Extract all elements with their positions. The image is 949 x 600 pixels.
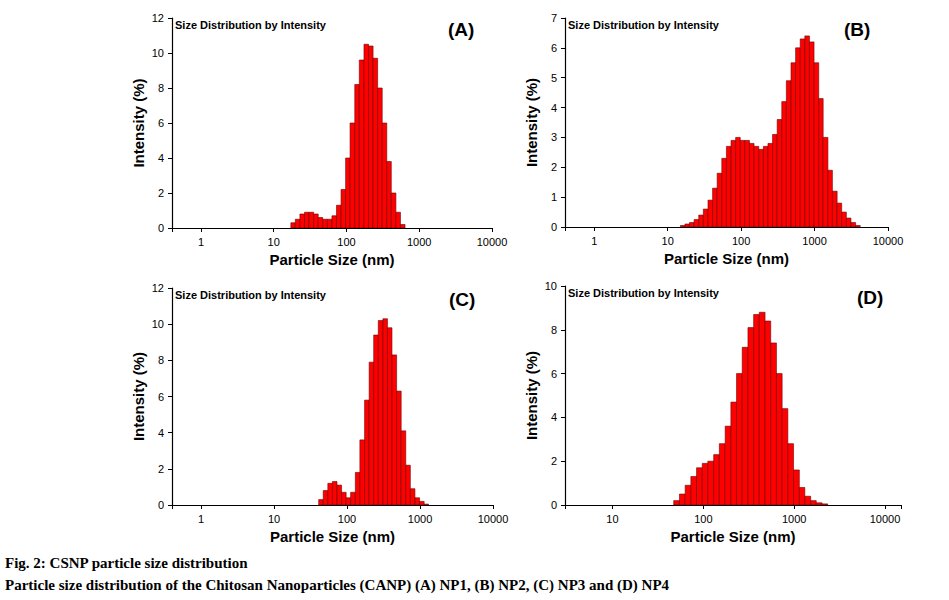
svg-text:(D): (D)	[857, 287, 883, 308]
svg-text:1000: 1000	[782, 513, 806, 525]
svg-text:2: 2	[158, 463, 164, 475]
svg-text:5: 5	[551, 72, 557, 84]
svg-text:1000: 1000	[407, 236, 431, 248]
svg-text:Size Distribution by Intensity: Size Distribution by Intensity	[175, 19, 327, 31]
svg-text:10: 10	[268, 513, 280, 525]
svg-text:4: 4	[551, 411, 557, 423]
svg-text:10: 10	[662, 235, 674, 247]
svg-text:4: 4	[551, 102, 557, 114]
svg-text:10000: 10000	[873, 235, 904, 247]
svg-text:Size Distribution by Intensity: Size Distribution by Intensity	[568, 19, 720, 31]
svg-text:Intensity (%): Intensity (%)	[523, 78, 540, 167]
svg-text:10: 10	[152, 318, 164, 330]
svg-text:Size Distribution by Intensity: Size Distribution by Intensity	[175, 289, 327, 301]
svg-text:8: 8	[158, 82, 164, 94]
svg-text:0: 0	[158, 222, 164, 234]
svg-text:1: 1	[551, 191, 557, 203]
svg-text:Intensity (%): Intensity (%)	[130, 78, 147, 167]
svg-text:Particle Size (nm): Particle Size (nm)	[270, 528, 395, 545]
html-text:Fig. 2: CSNP particle size dis: Fig. 2: CSNP particle size distribution	[5, 555, 248, 571]
svg-text:Particle Size (nm): Particle Size (nm)	[670, 528, 795, 545]
svg-text:6: 6	[551, 368, 557, 380]
svg-text:1: 1	[198, 236, 204, 248]
svg-text:(C): (C)	[449, 289, 475, 310]
svg-text:6: 6	[158, 117, 164, 129]
svg-text:12: 12	[152, 282, 164, 294]
svg-text:100: 100	[732, 235, 750, 247]
svg-text:100: 100	[337, 236, 355, 248]
svg-text:Size Distribution by Intensity: Size Distribution by Intensity	[568, 287, 720, 299]
svg-text:4: 4	[158, 427, 164, 439]
svg-text:7: 7	[551, 12, 557, 24]
svg-text:12: 12	[152, 12, 164, 24]
svg-text:1: 1	[198, 513, 204, 525]
svg-text:4: 4	[158, 152, 164, 164]
svg-text:10000: 10000	[870, 513, 901, 525]
svg-text:10: 10	[268, 236, 280, 248]
svg-text:2: 2	[158, 187, 164, 199]
svg-text:6: 6	[158, 391, 164, 403]
svg-text:10: 10	[152, 47, 164, 59]
svg-text:1: 1	[591, 235, 597, 247]
svg-text:(A): (A)	[448, 19, 474, 40]
svg-text:100: 100	[694, 513, 712, 525]
svg-text:2: 2	[551, 455, 557, 467]
svg-text:6: 6	[551, 42, 557, 54]
svg-text:8: 8	[158, 354, 164, 366]
svg-text:0: 0	[551, 221, 557, 233]
html-text:Particle size distribution of: Particle size distribution of the Chitos…	[5, 577, 670, 593]
svg-text:Intensity (%): Intensity (%)	[130, 352, 147, 441]
svg-text:Intensity (%): Intensity (%)	[523, 351, 540, 440]
svg-text:Particle Size (nm): Particle Size (nm)	[269, 251, 394, 268]
svg-text:1000: 1000	[408, 513, 432, 525]
svg-text:0: 0	[158, 499, 164, 511]
svg-text:2: 2	[551, 161, 557, 173]
svg-text:100: 100	[338, 513, 356, 525]
svg-text:1000: 1000	[802, 235, 826, 247]
svg-text:0: 0	[551, 499, 557, 511]
svg-text:10: 10	[606, 513, 618, 525]
svg-text:8: 8	[551, 324, 557, 336]
svg-text:10: 10	[545, 280, 557, 292]
svg-text:(B): (B)	[844, 19, 870, 40]
svg-text:Particle Size (nm): Particle Size (nm)	[664, 250, 789, 267]
svg-text:3: 3	[551, 131, 557, 143]
svg-text:10000: 10000	[477, 236, 508, 248]
svg-text:10000: 10000	[478, 513, 509, 525]
